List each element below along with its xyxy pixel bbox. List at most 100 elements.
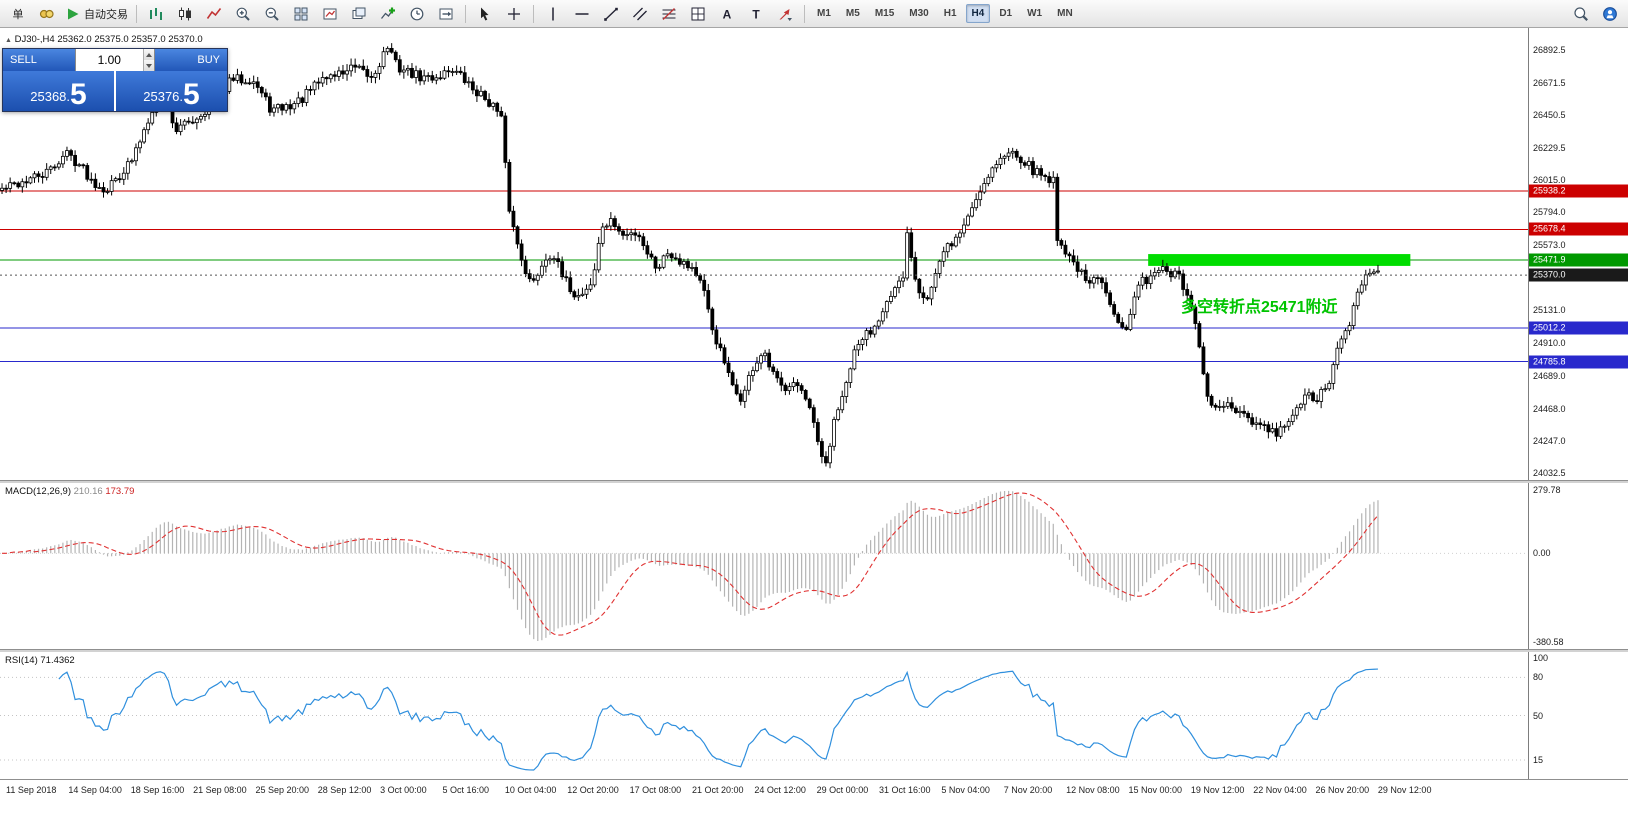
tile-windows-button[interactable] (287, 3, 315, 25)
time-axis-label: 29 Oct 00:00 (816, 785, 869, 795)
price-axis-label: 26450.5 (1533, 110, 1566, 121)
time-axis-label: 12 Nov 08:00 (1066, 785, 1120, 795)
candles-chart-button[interactable] (171, 3, 199, 25)
macd-chart[interactable]: MACD(12,26,9) 210.16 173.79 (0, 483, 1528, 649)
price-tag: 25471.9 (1529, 253, 1628, 267)
search-button[interactable] (1567, 3, 1595, 25)
rsi-panel: RSI(14) 71.4362 100 80 50 15 (0, 652, 1628, 779)
text-button[interactable]: A (713, 3, 741, 25)
rsi-label: RSI(14) 71.4362 (5, 655, 75, 666)
community-icon (1602, 6, 1618, 22)
fibonacci-icon (661, 6, 677, 22)
fibonacci-button[interactable] (655, 3, 683, 25)
timeframe-m5-button[interactable]: M5 (845, 8, 860, 19)
sell-price-frac: 5 (70, 77, 87, 111)
bars-chart-button[interactable] (142, 3, 170, 25)
volume-input[interactable] (76, 49, 143, 71)
new-chart-button[interactable] (316, 3, 344, 25)
cycles-button[interactable] (403, 3, 431, 25)
chart-ohlc-line: ▲ DJ30-,H4 25362.0 25375.0 25357.0 25370… (5, 34, 203, 45)
symbols-button[interactable] (33, 3, 61, 25)
indicators-add-button[interactable] (374, 3, 402, 25)
price-axis-label: 26892.5 (1533, 44, 1566, 55)
shapes-button[interactable] (684, 3, 712, 25)
window-layout-icon (351, 6, 367, 22)
channel-icon (632, 6, 648, 22)
price-chart[interactable]: ▲ DJ30-,H4 25362.0 25375.0 25357.0 25370… (0, 28, 1528, 480)
time-axis[interactable]: 11 Sep 2018 14 Sep 04:00 18 Sep 16:00 21 Se… (0, 779, 1628, 824)
buy-price-button[interactable]: 25376. 5 (116, 71, 227, 111)
price-axis-label: 26229.5 (1533, 142, 1566, 153)
time-axis-label: 3 Oct 00:00 (380, 785, 427, 795)
arrows-icon (777, 6, 793, 22)
zoom-in-button[interactable] (229, 3, 257, 25)
macd-axis-label: 0.00 (1533, 548, 1551, 559)
search-icon (1573, 6, 1589, 22)
community-button[interactable] (1596, 3, 1624, 25)
price-axis[interactable]: 26892.5 26671.5 26450.5 26229.5 26015.0 25794… (1528, 28, 1628, 480)
timeframe-m30-button[interactable]: M30 (909, 8, 929, 19)
chart-shift-button[interactable] (432, 3, 460, 25)
cycles-icon (409, 6, 425, 22)
autotrading-button[interactable]: 自动交易 (62, 3, 131, 25)
hline-icon (574, 6, 590, 22)
rsi-value: 71.4362 (40, 655, 75, 666)
time-axis-label: 15 Nov 00:00 (1128, 785, 1183, 795)
macd-chart-canvas[interactable] (0, 483, 1528, 649)
time-axis-label: 24 Oct 12:00 (754, 785, 806, 795)
price-chart-canvas[interactable] (0, 28, 1528, 480)
sell-price-button[interactable]: 25368. 5 (3, 71, 114, 111)
rsi-chart-canvas[interactable] (0, 652, 1528, 779)
volume-increase-button[interactable] (143, 49, 154, 60)
crosshair-icon (506, 6, 522, 22)
vline-button[interactable] (539, 3, 567, 25)
trendline-button[interactable] (597, 3, 625, 25)
timeframe-h4-button[interactable]: H4 (965, 4, 991, 23)
window-layout-button[interactable] (345, 3, 373, 25)
timeframe-d1-button[interactable]: D1 (999, 8, 1013, 19)
chart-shift-icon (438, 6, 454, 22)
tile-windows-icon (293, 6, 309, 22)
rsi-chart[interactable]: RSI(14) 71.4362 (0, 652, 1528, 779)
toolbar-separator (136, 4, 137, 23)
arrows-button[interactable] (771, 3, 799, 25)
new-order-button[interactable]: 单 (4, 3, 32, 25)
timeframe-w1-button[interactable]: W1 (1027, 8, 1043, 19)
macd-label: MACD(12,26,9) 210.16 173.79 (5, 486, 134, 497)
toolbar-separator (533, 4, 534, 23)
price-tag: 25678.4 (1529, 222, 1628, 236)
panel-separator[interactable] (0, 649, 1628, 652)
macd-name: MACD(12,26,9) (5, 486, 71, 497)
price-axis-label: 24468.0 (1533, 403, 1566, 414)
timeframe-m1-button[interactable]: M1 (817, 8, 831, 19)
sell-button[interactable]: SELL (3, 49, 75, 71)
macd-axis[interactable]: 279.78 0.00 -380.58 (1528, 483, 1628, 649)
line-chart-icon (206, 6, 222, 22)
bars-chart-icon (148, 6, 164, 22)
new-order-label: 单 (12, 8, 24, 21)
cursor-button[interactable] (471, 3, 499, 25)
time-axis-label: 5 Nov 04:00 (941, 785, 990, 795)
channel-button[interactable] (626, 3, 654, 25)
price-axis-label: 24247.0 (1533, 436, 1566, 447)
volume-decrease-button[interactable] (143, 60, 154, 71)
crosshair-button[interactable] (500, 3, 528, 25)
hline-button[interactable] (568, 3, 596, 25)
time-axis-label: 25 Sep 20:00 (255, 785, 309, 795)
price-axis-label: 25131.0 (1533, 305, 1566, 316)
line-chart-button[interactable] (200, 3, 228, 25)
buy-button[interactable]: BUY (155, 49, 227, 71)
chart-annotation-text: 多空转折点25471附近 (1181, 299, 1338, 316)
timeframe-mn-button[interactable]: MN (1057, 8, 1073, 19)
zoom-out-button[interactable] (258, 3, 286, 25)
rsi-axis[interactable]: 100 80 50 15 (1528, 652, 1628, 779)
price-panel: ▲ DJ30-,H4 25362.0 25375.0 25357.0 25370… (0, 28, 1628, 480)
panel-separator[interactable] (0, 480, 1628, 483)
price-tag: 24785.8 (1529, 355, 1628, 369)
label-button[interactable]: T (742, 3, 770, 25)
timeframe-m15-button[interactable]: M15 (874, 8, 895, 19)
timeframe-h1-button[interactable]: H1 (943, 8, 957, 19)
time-axis-label: 22 Nov 04:00 (1253, 785, 1307, 795)
